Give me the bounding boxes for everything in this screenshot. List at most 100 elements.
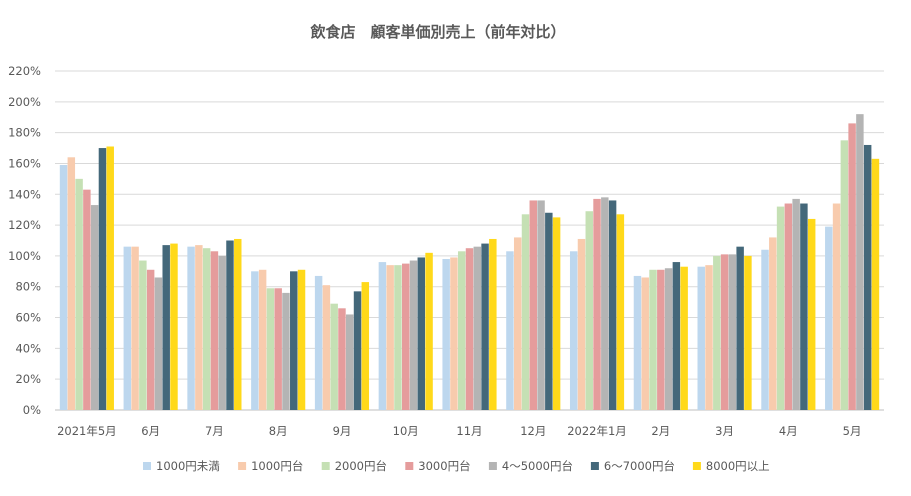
y-tick-label: 220% bbox=[8, 64, 41, 78]
bar bbox=[266, 288, 275, 410]
y-tick-label: 20% bbox=[15, 372, 41, 386]
bar bbox=[274, 288, 282, 410]
bar bbox=[187, 246, 195, 410]
bar bbox=[75, 178, 83, 410]
bar bbox=[649, 269, 657, 410]
x-tick-label: 3月 bbox=[715, 424, 734, 438]
bar bbox=[736, 246, 744, 410]
bar bbox=[800, 203, 808, 410]
legend-swatch bbox=[238, 462, 247, 470]
legend-swatch bbox=[405, 462, 414, 470]
bar bbox=[123, 246, 132, 410]
bar bbox=[346, 314, 354, 410]
bar bbox=[59, 165, 68, 410]
y-tick-label: 120% bbox=[8, 218, 41, 232]
bar bbox=[106, 146, 114, 410]
bar bbox=[840, 140, 849, 410]
bar bbox=[378, 262, 387, 410]
x-tick-label: 9月 bbox=[333, 424, 352, 438]
y-tick-label: 180% bbox=[8, 126, 41, 140]
legend-swatch bbox=[321, 462, 330, 470]
x-tick-label: 7月 bbox=[205, 424, 224, 438]
y-tick-label: 80% bbox=[15, 280, 41, 294]
x-tick-label: 8月 bbox=[269, 424, 288, 438]
bar bbox=[195, 245, 203, 410]
bar bbox=[657, 269, 665, 410]
bar bbox=[98, 148, 107, 411]
legend-label: 8000円以上 bbox=[706, 459, 770, 473]
bar bbox=[297, 269, 306, 410]
bar bbox=[672, 262, 681, 410]
bar bbox=[226, 240, 234, 410]
chart-title: 飲食店 顧客単価別売上（前年対比） bbox=[309, 23, 565, 41]
y-tick-label: 160% bbox=[8, 156, 41, 170]
bar bbox=[154, 277, 163, 410]
bar bbox=[258, 269, 267, 410]
bar bbox=[521, 214, 530, 410]
bar bbox=[67, 157, 76, 410]
bar bbox=[792, 198, 800, 410]
bars bbox=[59, 114, 880, 411]
bar bbox=[170, 243, 178, 410]
y-tick-label: 100% bbox=[8, 249, 41, 263]
x-tick-label: 5月 bbox=[843, 424, 862, 438]
bar bbox=[537, 200, 545, 410]
bar bbox=[202, 248, 211, 410]
legend-swatch bbox=[590, 462, 599, 470]
y-tick-label: 40% bbox=[15, 341, 41, 355]
bar bbox=[402, 263, 410, 410]
bar bbox=[680, 266, 688, 410]
x-tick-label: 2月 bbox=[651, 424, 670, 438]
y-tick-label: 140% bbox=[8, 187, 41, 201]
bar bbox=[457, 251, 466, 410]
bar bbox=[601, 197, 609, 410]
x-axis: 2021年5月 6月 7月 8月 9月 10月 11月 12月 2022年1月 2月 3月 4月 5月 bbox=[57, 424, 861, 438]
bar bbox=[425, 252, 433, 410]
bar bbox=[409, 260, 418, 410]
legend-swatch bbox=[143, 462, 151, 470]
x-tick-label: 2022年1月 bbox=[567, 424, 627, 438]
bar bbox=[513, 237, 522, 410]
bar bbox=[386, 265, 394, 410]
bar bbox=[744, 255, 752, 410]
x-tick-label: 2021年5月 bbox=[57, 424, 117, 438]
bar bbox=[577, 238, 586, 410]
y-tick-label: 0% bbox=[23, 403, 41, 417]
x-tick-label: 12月 bbox=[520, 424, 546, 438]
bar bbox=[361, 282, 370, 410]
bar bbox=[353, 291, 362, 410]
bar bbox=[506, 251, 514, 410]
bar bbox=[705, 265, 713, 410]
bar bbox=[569, 251, 578, 410]
bar bbox=[616, 214, 625, 410]
y-tick-label: 60% bbox=[15, 311, 41, 325]
bar bbox=[697, 266, 705, 410]
x-tick-label: 10月 bbox=[393, 424, 419, 438]
bar bbox=[338, 308, 346, 410]
legend-label: 1000円未満 bbox=[156, 459, 220, 473]
legend-swatch bbox=[488, 462, 497, 470]
legend-label: 6～7000円台 bbox=[604, 459, 675, 473]
legend-label: 3000円台 bbox=[418, 459, 470, 473]
bar bbox=[90, 205, 99, 410]
y-tick-label: 200% bbox=[8, 95, 41, 109]
bar bbox=[720, 254, 729, 410]
bar bbox=[481, 243, 489, 410]
bar bbox=[593, 198, 601, 410]
bar bbox=[489, 238, 497, 410]
bar bbox=[552, 217, 561, 410]
bar bbox=[162, 245, 170, 410]
bar bbox=[442, 258, 450, 410]
bar bbox=[784, 203, 793, 410]
legend-label: 1000円台 bbox=[251, 459, 303, 473]
bar bbox=[210, 251, 219, 410]
bar bbox=[545, 212, 553, 410]
bar bbox=[769, 237, 777, 410]
bar bbox=[825, 226, 833, 410]
bar bbox=[290, 271, 298, 410]
bar bbox=[633, 275, 642, 410]
y-axis: 0% 20% 40% 60% 80% 100% 120% 140% 160% 180% 200% 22… bbox=[8, 64, 41, 417]
bar bbox=[314, 275, 323, 410]
